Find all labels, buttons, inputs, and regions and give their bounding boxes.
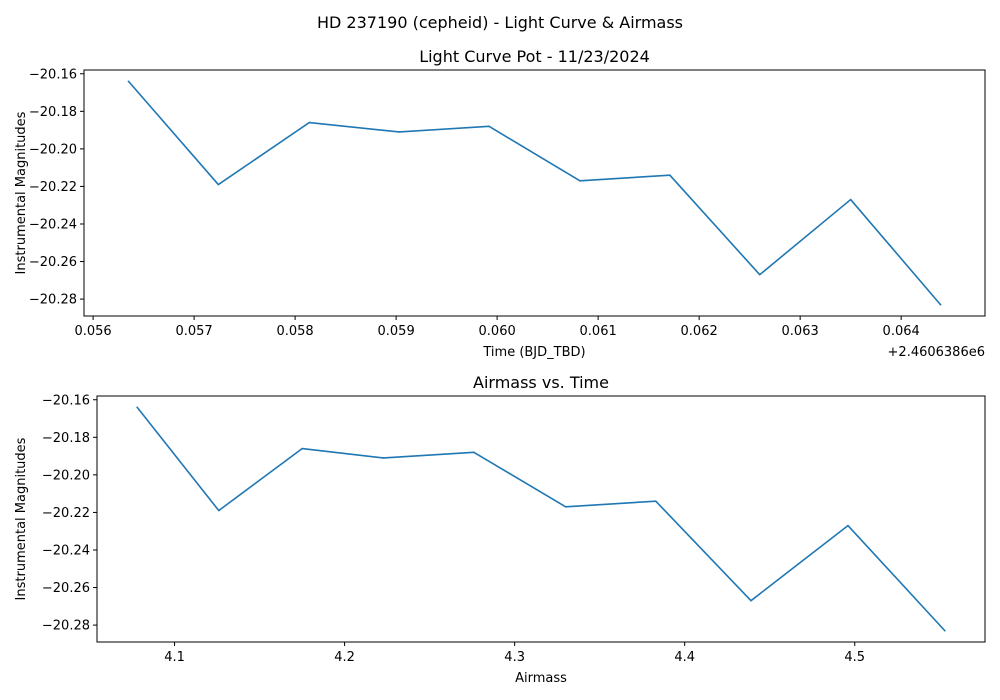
x-tick-label: 4.4 [674,650,695,665]
x-tick-label: 4.2 [334,650,355,665]
data-point [654,500,657,502]
y-tick-label: −20.18 [42,431,90,446]
data-point [382,457,385,459]
data-point [669,174,671,176]
series-line [136,406,946,632]
y-tick-label: −20.24 [29,217,77,232]
y-tick-label: −20.28 [29,293,77,308]
y-axis-label: Instrumental Magnitudes [14,437,29,600]
airmass-plot: Airmass vs. Time 4.1 4.2 4.3 4.4 4.5 −20.16 −20… [14,373,986,686]
data-point [136,406,138,409]
light-curve-plot: Light Curve Pot - 11/23/2024 0.056 0.057 0.… [14,47,986,360]
y-tick-label: −20.22 [29,180,77,195]
plot-frame [83,69,986,317]
x-tick-label: 0.062 [681,324,718,339]
y-tick-label: −20.16 [29,67,77,82]
x-axis-label: Time (BJD_TBD) [482,345,585,360]
data-point [758,273,761,276]
x-tick-label: 0.057 [175,324,212,339]
x-tick-label: 0.063 [782,324,819,339]
x-tick-label: 0.064 [883,324,920,339]
x-tick-label: 4.1 [164,650,185,665]
y-tick-label: −20.20 [42,468,90,483]
y-axis-label: Instrumental Magnitudes [14,111,29,274]
data-point [939,303,942,306]
y-tick-label: −20.22 [42,506,90,521]
data-point [944,629,946,632]
data-point [488,125,490,128]
y-tick-label: −20.20 [29,142,77,157]
data-point [127,80,130,83]
y-tick-label: −20.24 [42,543,90,558]
x-tick-label: 4.3 [504,650,525,665]
x-tick-label: 0.060 [479,324,516,339]
plot-title: Airmass vs. Time [473,373,609,392]
data-point [849,198,852,201]
x-axis-label: Airmass [515,671,567,686]
x-tick-label: 0.061 [580,324,617,339]
data-point [750,599,752,602]
data-point [217,183,220,186]
y-tick-label: −20.26 [42,581,90,596]
data-point [473,451,475,454]
data-point [847,524,849,527]
data-point [308,121,311,124]
data-point [217,509,220,512]
y-tick-label: −20.16 [42,393,90,408]
plot-title: Light Curve Pot - 11/23/2024 [419,47,650,66]
y-tick-label: −20.26 [29,255,77,270]
x-tick-label: 4.5 [844,650,865,665]
y-tick-label: −20.28 [42,619,90,634]
data-point [579,179,581,182]
x-offset-label: +2.4606386e6 [888,345,985,360]
series-line [127,80,942,306]
data-point [564,505,567,508]
data-point [301,447,303,450]
data-point [398,131,400,133]
plot-frame [96,395,986,643]
x-tick-label: 0.056 [74,324,111,339]
x-tick-label: 0.058 [276,324,313,339]
x-tick-label: 0.059 [378,324,415,339]
y-tick-label: −20.18 [29,105,77,120]
figure-title: HD 237190 (cepheid) - Light Curve & Airm… [317,13,683,32]
